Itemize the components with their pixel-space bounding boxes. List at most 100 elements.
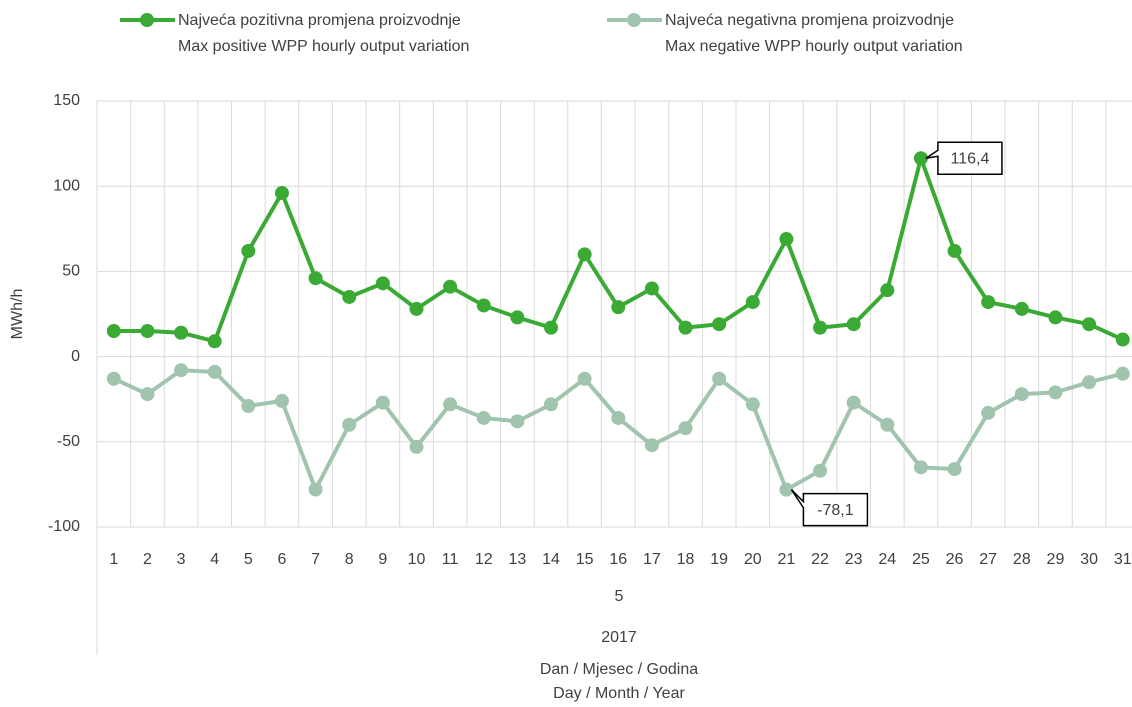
data-label: 116,4: [951, 150, 990, 167]
x-tick-label: 29: [1047, 551, 1065, 568]
x-tick-label: 4: [210, 551, 219, 568]
point: [712, 371, 727, 386]
point: [745, 295, 760, 310]
x-tick-label: 1: [109, 551, 118, 568]
x-tick-label: 20: [744, 551, 762, 568]
x-tick-label: 26: [946, 551, 964, 568]
x-tick-label: 25: [912, 551, 930, 568]
point: [577, 247, 592, 262]
point: [644, 438, 659, 453]
point: [106, 324, 121, 339]
point: [207, 334, 222, 349]
point: [241, 399, 256, 414]
x-tick-label: 27: [979, 551, 997, 568]
x-tick-label: 8: [345, 551, 354, 568]
x-axis-title: Dan / Mjesec / Godina: [540, 661, 698, 678]
point: [140, 324, 155, 339]
point: [745, 397, 760, 412]
data-label: -78,1: [817, 502, 854, 519]
point: [981, 405, 996, 420]
x-tick-label: 30: [1080, 551, 1098, 568]
point: [981, 295, 996, 310]
x-tick-label: 31: [1114, 551, 1132, 568]
callout: [925, 141, 1003, 176]
y-axis-title: MWh/h: [9, 289, 26, 340]
x-tick-label: 14: [542, 551, 560, 568]
point: [443, 397, 458, 412]
point: [174, 325, 189, 340]
x-tick-label: 7: [311, 551, 320, 568]
y-tick-label: -50: [57, 433, 80, 450]
x-tick-label: 5: [244, 551, 253, 568]
x-tick-label: 17: [643, 551, 661, 568]
point: [544, 320, 559, 335]
point: [813, 320, 828, 335]
x-tick-label: 11: [442, 551, 459, 568]
x-tick-label: 23: [845, 551, 863, 568]
point: [846, 317, 861, 332]
x-tick-label: 28: [1013, 551, 1031, 568]
point: [409, 439, 424, 454]
x-tick-label: 9: [378, 551, 387, 568]
point: [712, 317, 727, 332]
legend-label: Max positive WPP hourly output variation: [178, 38, 469, 55]
y-tick-label: -100: [48, 518, 80, 535]
point: [308, 482, 323, 497]
point: [880, 283, 895, 298]
point: [577, 371, 592, 386]
y-tick-label: 100: [53, 177, 80, 194]
point: [443, 279, 458, 294]
point: [207, 364, 222, 379]
point: [880, 417, 895, 432]
point: [510, 310, 525, 325]
point: [947, 243, 962, 258]
x-axis-title: Day / Month / Year: [553, 685, 685, 702]
point: [342, 289, 357, 304]
point: [174, 363, 189, 378]
point: [779, 482, 794, 497]
point: [611, 410, 626, 425]
month-label: 5: [615, 588, 624, 605]
x-tick-label: 13: [508, 551, 526, 568]
x-tick-label: 18: [677, 551, 695, 568]
legend-marker: [140, 13, 154, 27]
point: [1115, 366, 1130, 381]
point: [913, 460, 928, 475]
point: [241, 243, 256, 258]
x-tick-label: 6: [278, 551, 287, 568]
point: [1082, 375, 1097, 390]
point: [375, 395, 390, 410]
point: [544, 397, 559, 412]
legend-label: Max negative WPP hourly output variation: [665, 38, 963, 55]
x-tick-label: 2: [143, 551, 152, 568]
point: [913, 151, 928, 166]
x-tick-label: 21: [778, 551, 796, 568]
y-tick-label: 50: [62, 263, 80, 280]
point: [274, 186, 289, 201]
point: [274, 393, 289, 408]
x-tick-label: 3: [177, 551, 186, 568]
point: [611, 300, 626, 315]
point: [947, 462, 962, 477]
point: [510, 414, 525, 429]
legend-label: Najveća pozitivna promjena proizvodnje: [178, 12, 461, 29]
point: [1115, 332, 1130, 347]
point: [308, 271, 323, 286]
legend-label: Najveća negativna promjena proizvodnje: [665, 12, 954, 29]
x-tick-label: 16: [609, 551, 627, 568]
point: [106, 371, 121, 386]
x-tick-label: 15: [576, 551, 594, 568]
point: [140, 387, 155, 402]
point: [375, 276, 390, 291]
point: [813, 463, 828, 478]
point: [678, 421, 693, 436]
x-tick-label: 19: [710, 551, 728, 568]
point: [1048, 310, 1063, 325]
legend-marker: [627, 13, 641, 27]
point: [409, 301, 424, 316]
point: [476, 298, 491, 313]
point: [476, 410, 491, 425]
point: [342, 417, 357, 432]
point: [1048, 385, 1063, 400]
point: [846, 395, 861, 410]
